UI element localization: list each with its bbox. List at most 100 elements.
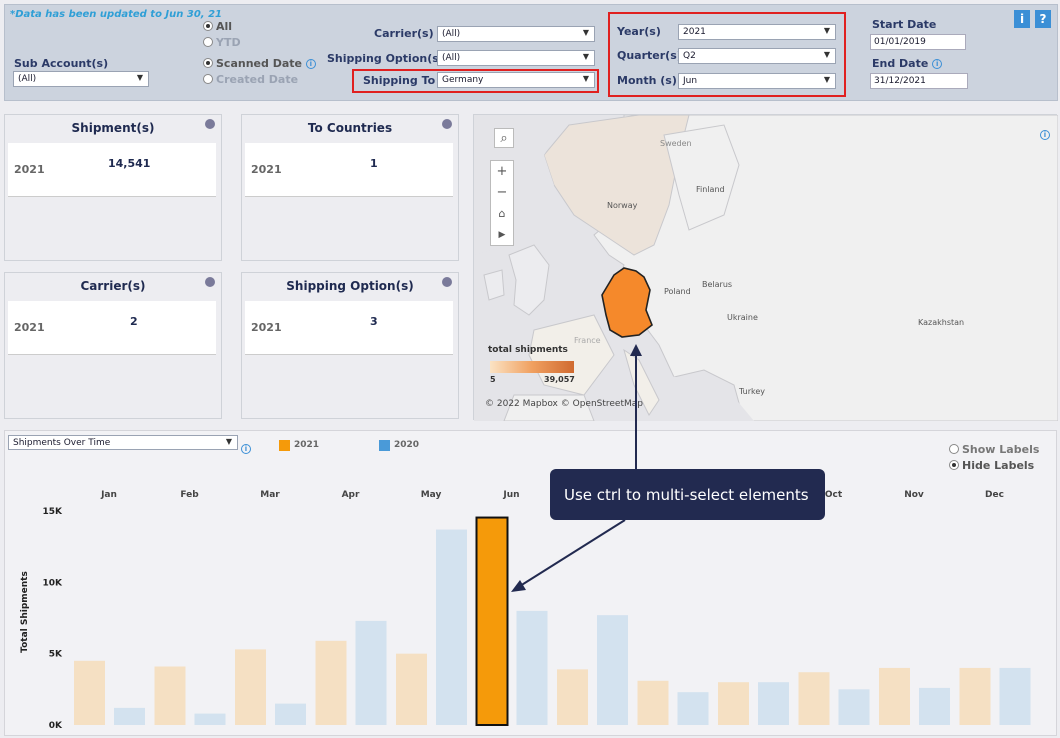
card-menu-icon[interactable]	[205, 277, 215, 287]
bar-2020[interactable]	[516, 610, 548, 725]
map-label: Finland	[696, 185, 725, 194]
info-icon[interactable]: i	[305, 59, 316, 69]
bar-2021[interactable]	[798, 672, 830, 725]
bar-2021[interactable]	[235, 649, 266, 725]
bar-2020[interactable]	[677, 692, 709, 725]
x-month-label: Mar	[260, 490, 280, 500]
year-label: Year(s)	[617, 25, 661, 38]
map-legend-gradient	[490, 361, 574, 373]
legend-label-2021[interactable]: 2021	[294, 440, 320, 450]
carriers-card[interactable]: Carrier(s) 2021 2	[4, 272, 222, 419]
created-date-radio[interactable]: Created Date	[203, 73, 298, 86]
info-icon[interactable]: i	[1040, 123, 1050, 142]
play-icon[interactable]: ▶	[498, 230, 506, 240]
shipping-to-label: Shipping To	[363, 74, 436, 87]
bar-2020[interactable]	[919, 687, 950, 725]
bar-2020[interactable]	[758, 682, 789, 725]
bar-2021[interactable]	[315, 640, 347, 725]
chevron-down-icon: ▼	[582, 74, 589, 83]
chevron-down-icon: ▼	[225, 437, 232, 446]
bar-2021[interactable]	[718, 682, 749, 725]
month-value: Jun	[683, 76, 698, 86]
bar-2020[interactable]	[436, 529, 467, 725]
x-month-label: Apr	[342, 490, 360, 500]
end-date-input[interactable]: 31/12/2021	[870, 73, 968, 89]
quarter-dropdown[interactable]: Q2 ▼	[678, 48, 836, 64]
x-month-label: Jan	[100, 490, 117, 500]
measure-dropdown[interactable]: Shipments Over Time ▼	[8, 435, 238, 450]
created-date-label: Created Date	[216, 73, 299, 86]
bar-2021[interactable]	[557, 669, 588, 725]
year-value: 2021	[683, 27, 706, 37]
chevron-down-icon: ▼	[823, 50, 830, 59]
chevron-down-icon: ▼	[823, 75, 830, 84]
year-dropdown[interactable]: 2021 ▼	[678, 24, 836, 40]
info-icon[interactable]: i	[241, 437, 251, 456]
data-updated-note: *Data has been updated to Jun 30, 21	[10, 9, 222, 20]
bar-2021[interactable]	[637, 680, 669, 725]
bar-2021[interactable]	[879, 667, 910, 725]
bar-2020[interactable]	[999, 667, 1031, 725]
shipping-options-card[interactable]: Shipping Option(s) 2021 3	[241, 272, 459, 419]
period-ytd-radio[interactable]: YTD	[203, 36, 241, 49]
shipments-card[interactable]: Shipment(s) 2021 14,541	[4, 114, 222, 261]
card-title: Shipment(s)	[71, 121, 155, 135]
card-menu-icon[interactable]	[442, 277, 452, 287]
radio-checked-icon	[203, 21, 213, 31]
end-date-label-wrap: End Date i	[872, 57, 943, 70]
radio-unchecked-icon	[203, 74, 213, 84]
chevron-down-icon: ▼	[582, 28, 589, 37]
start-date-input[interactable]: 01/01/2019	[870, 34, 966, 50]
shipments-over-time-panel: Shipments Over Time ▼ i 2021 2020 Show L…	[4, 430, 1057, 736]
month-label: Month (s)	[617, 74, 677, 87]
card-title: Carrier(s)	[80, 279, 146, 293]
info-help-icon[interactable]: i	[1014, 10, 1030, 28]
start-date-label: Start Date	[872, 18, 937, 31]
legend-label-2020[interactable]: 2020	[394, 440, 420, 450]
map-panel[interactable]: Sweden Finland Norway Belarus Poland Ukr…	[473, 114, 1058, 421]
countries-card[interactable]: To Countries 2021 1	[241, 114, 459, 261]
shipping-option-label: Shipping Option(s)	[327, 52, 444, 65]
sub-account-label: Sub Account(s)	[14, 57, 109, 70]
shipping-option-dropdown[interactable]: (All) ▼	[437, 50, 595, 66]
bar-2020[interactable]	[838, 689, 870, 725]
sub-account-dropdown[interactable]: (All) ▼	[13, 71, 149, 87]
card-menu-icon[interactable]	[205, 119, 215, 129]
chevron-down-icon: ▼	[582, 52, 589, 61]
bar-2021[interactable]	[74, 660, 105, 725]
carrier-dropdown[interactable]: (All) ▼	[437, 26, 595, 42]
measure-value: Shipments Over Time	[13, 438, 111, 448]
radio-unchecked-icon	[949, 444, 959, 454]
bar-chart[interactable]: 0K 5K 10K 15K Jan Feb Mar Apr May Jun Oct Nov Dec	[5, 431, 1058, 737]
hide-labels-radio[interactable]: Hide Labels	[949, 459, 1034, 472]
carrier-value: (All)	[442, 29, 461, 39]
scanned-date-radio[interactable]: Scanned Date i	[203, 57, 316, 70]
shipping-to-dropdown[interactable]: Germany ▼	[437, 72, 595, 88]
chevron-down-icon: ▼	[136, 73, 143, 82]
map-legend-title: total shipments	[488, 345, 568, 355]
bar-2021[interactable]	[396, 653, 427, 725]
bar-2021[interactable]	[959, 667, 991, 725]
info-icon[interactable]: i	[932, 59, 943, 69]
bar-2020[interactable]	[194, 713, 226, 725]
bar-2020[interactable]	[114, 707, 145, 725]
multi-select-tooltip: Use ctrl to multi-select elements	[550, 469, 825, 520]
bar-2020[interactable]	[355, 620, 387, 725]
question-help-icon[interactable]: ?	[1035, 10, 1051, 28]
card-year: 2021	[14, 321, 45, 334]
x-month-label: Dec	[985, 490, 1004, 500]
card-menu-icon[interactable]	[442, 119, 452, 129]
show-labels-radio[interactable]: Show Labels	[949, 443, 1039, 456]
map-search-icon[interactable]: ⌕	[494, 128, 514, 148]
period-all-radio[interactable]: All	[203, 20, 232, 33]
bar-2021[interactable]	[154, 666, 186, 725]
card-body: 2021 14,541	[8, 143, 216, 197]
bar-2021-jun-selected[interactable]	[475, 516, 509, 726]
month-dropdown[interactable]: Jun ▼	[678, 73, 836, 89]
bar-2020[interactable]	[275, 703, 306, 725]
zoom-out-icon[interactable]: −	[496, 185, 508, 200]
bar-2020[interactable]	[597, 615, 628, 725]
zoom-in-icon[interactable]: +	[496, 164, 508, 179]
home-icon[interactable]: ⌂	[498, 207, 506, 220]
